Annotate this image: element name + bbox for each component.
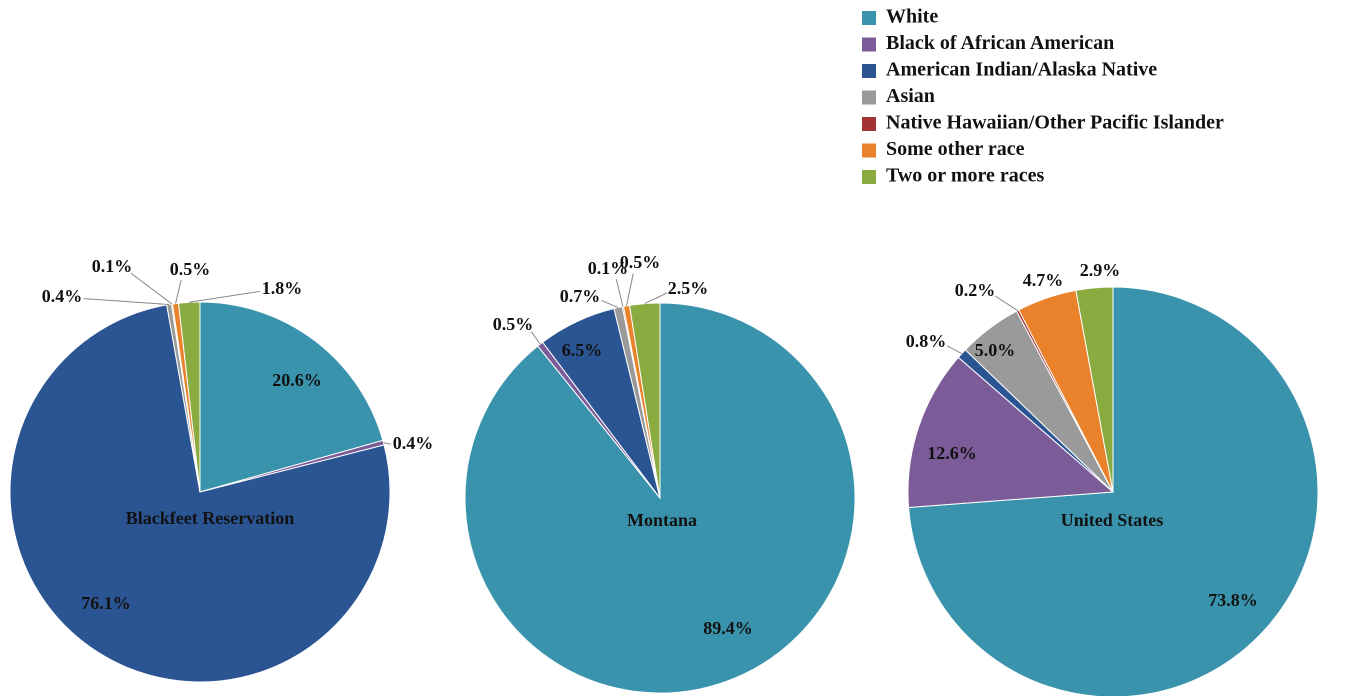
pie-title: Montana (627, 510, 697, 530)
leader-line (644, 292, 668, 305)
data-label: 0.7% (560, 286, 601, 306)
legend-swatch (862, 143, 876, 158)
data-label: 20.6% (272, 370, 322, 390)
leader-line (994, 295, 1018, 311)
data-label: 0.1% (588, 258, 629, 278)
leader-line (130, 272, 173, 305)
data-label: 0.8% (906, 331, 947, 351)
data-label: 0.4% (393, 433, 434, 453)
data-label: 6.5% (562, 340, 603, 360)
data-label: 2.5% (668, 278, 709, 298)
pie-title: Blackfeet Reservation (126, 508, 294, 528)
leader-line (189, 290, 261, 303)
legend-label: American Indian/Alaska Native (886, 59, 1157, 81)
pie-slice (907, 356, 1115, 508)
data-label: 89.4% (703, 618, 753, 638)
legend-swatch (862, 64, 876, 78)
legend-label: Two or more races (886, 165, 1044, 187)
legend-label: Some other race (886, 138, 1025, 160)
data-label: 0.1% (92, 256, 133, 276)
leader-line (383, 442, 392, 445)
pie-slice (9, 304, 391, 683)
pie-slice (1075, 286, 1114, 493)
data-label: 0.2% (955, 280, 996, 300)
data-label: 73.8% (1208, 590, 1258, 610)
leader-line (175, 280, 182, 304)
data-label: 5.0% (975, 340, 1016, 360)
legend-label: White (886, 6, 938, 28)
legend-swatch (862, 90, 876, 105)
data-label: 76.1% (81, 593, 131, 613)
leader-line (530, 331, 541, 345)
data-label: 4.7% (1023, 270, 1064, 290)
data-label: 0.5% (620, 252, 661, 272)
legend-label: Native Hawaiian/Other Pacific Islander (886, 112, 1224, 134)
legend-swatch (862, 11, 876, 25)
data-label: 0.5% (493, 314, 534, 334)
legend-label: Black of African American (886, 32, 1114, 54)
leader-line (615, 279, 624, 307)
legend-swatch (862, 117, 876, 131)
legend-swatch (862, 170, 876, 184)
legend-swatch (862, 37, 876, 52)
leader-line (83, 298, 170, 306)
leader-line (626, 273, 634, 306)
pie-title: United States (1061, 510, 1164, 530)
leader-line (601, 299, 619, 309)
legend-label: Asian (886, 85, 935, 107)
pie-slice (199, 301, 384, 493)
data-label: 1.8% (262, 278, 303, 298)
data-label: 2.9% (1080, 260, 1121, 280)
data-label: 0.5% (170, 259, 211, 279)
data-label: 12.6% (927, 443, 977, 463)
data-label: 0.4% (42, 286, 83, 306)
leader-line (946, 345, 963, 354)
